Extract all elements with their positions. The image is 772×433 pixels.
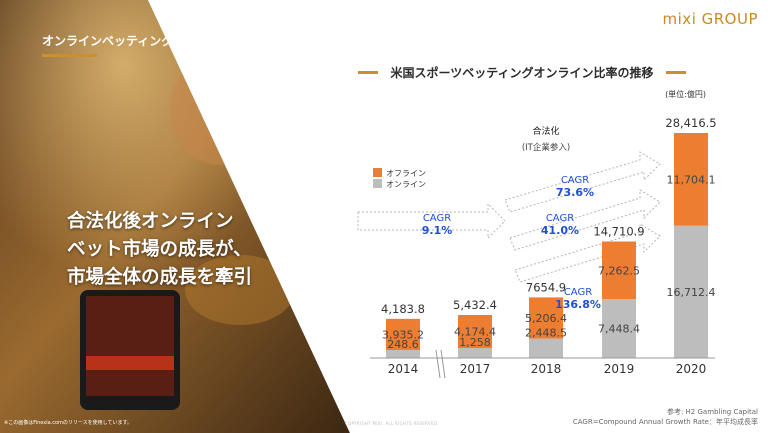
bar-offline-2014: [386, 318, 420, 350]
cagr-arrow-2018-2020: [509, 189, 661, 251]
legend-swatch-online: [373, 179, 382, 188]
cagr-label-1: CAGR: [561, 175, 589, 186]
data-label-online-2020: 16,712.4: [667, 286, 716, 299]
total-label-2018: 7654.9: [526, 280, 566, 294]
mixi-group-logo: mixi GROUP: [662, 10, 758, 28]
data-label-online-2019: 7,448.4: [598, 323, 640, 336]
chart-title-rule-left: [358, 71, 378, 74]
cagr-value-0: 9.1%: [422, 224, 453, 237]
bar-offline-2017: [458, 314, 492, 349]
unit-label: (単位:億円): [665, 89, 706, 99]
chart-title: 米国スポーツベッティングオンライン比率の推移: [390, 66, 654, 80]
data-label-offline-2020: 11,704.1: [667, 173, 716, 186]
annotation-title: 合法化: [532, 125, 559, 137]
total-label-2019: 14,710.9: [593, 225, 644, 239]
data-label-offline-2014: 3,935.2: [382, 328, 424, 341]
cagr-arrow-2019-2020: [514, 223, 661, 283]
cagr-label-3: CAGR: [564, 287, 592, 298]
total-label-2017: 5,432.4: [453, 298, 497, 312]
copyright-footer: COPYRIGHT MIXI. ALL RIGHTS RESERVED.: [345, 421, 439, 426]
bar-online-2019: [602, 299, 636, 358]
headline-line-2: ベット市場の成長が、: [67, 239, 252, 260]
data-label-online-2017: 1,258: [459, 336, 491, 349]
data-label-offline-2017: 4,174.4: [454, 326, 496, 339]
data-label-offline-2018: 5,206.4: [525, 312, 567, 325]
axis-break-mark-left: [435, 349, 441, 379]
chart-title-rule-right: [666, 71, 686, 74]
cagr-value-2: 41.0%: [541, 224, 579, 237]
slide-title-underline: [42, 54, 97, 57]
cagr-label-0: CAGR: [423, 213, 451, 224]
headline-line-1: 合法化後オンライン: [67, 211, 234, 232]
x-tick-2019: 2019: [604, 362, 635, 376]
bar-online-2018: [529, 338, 563, 358]
data-label-online-2018: 2,448.5: [525, 327, 567, 340]
legend-swatch-offline: [373, 168, 382, 177]
annotation-subtitle: (IT企業参入): [522, 142, 570, 153]
bar-online-2017: [458, 348, 492, 358]
source-reference: 参考: H2 Gambling Capital: [666, 408, 758, 416]
bar-online-2014: [386, 350, 420, 358]
legend-label-online: オンライン: [386, 180, 426, 189]
headline: 合法化後オンライン ベット市場の成長が、 市場全体の成長を牽引: [67, 208, 252, 292]
bar-offline-2019: [602, 241, 636, 300]
total-label-2014: 4,183.8: [381, 302, 425, 316]
slide-title: オンラインベッティングの牽引: [42, 34, 210, 48]
cagr-value-3: 136.8%: [555, 298, 601, 311]
cagr-definition: CAGR=Compound Annual Growth Rate：年平均成長率: [572, 418, 758, 426]
x-tick-2017: 2017: [460, 362, 491, 376]
axis-break-mark-right: [440, 349, 446, 379]
x-tick-2014: 2014: [388, 362, 419, 376]
photo-credit-note: ※この画像はFinexia.comのリリースを使用しています。: [4, 420, 133, 426]
data-label-online-2014: 248.6: [387, 338, 419, 351]
cagr-value-1: 73.6%: [556, 186, 594, 199]
headline-line-3: 市場全体の成長を牽引: [67, 267, 253, 288]
bar-online-2020: [674, 225, 708, 358]
cagr-label-2: CAGR: [546, 213, 574, 224]
x-tick-2018: 2018: [531, 362, 562, 376]
chart-title-block: 米国スポーツベッティングオンライン比率の推移: [358, 64, 686, 82]
hero-photo: [0, 0, 350, 433]
x-tick-2020: 2020: [676, 362, 707, 376]
total-label-2020: 28,416.5: [665, 116, 716, 130]
bar-offline-2020: [674, 133, 708, 226]
legend-label-offline: オフライン: [386, 169, 426, 178]
data-label-offline-2019: 7,262.5: [598, 264, 640, 277]
source-note: 参考: H2 Gambling Capital CAGR=Compound An…: [573, 407, 758, 427]
bar-offline-2018: [529, 297, 563, 339]
